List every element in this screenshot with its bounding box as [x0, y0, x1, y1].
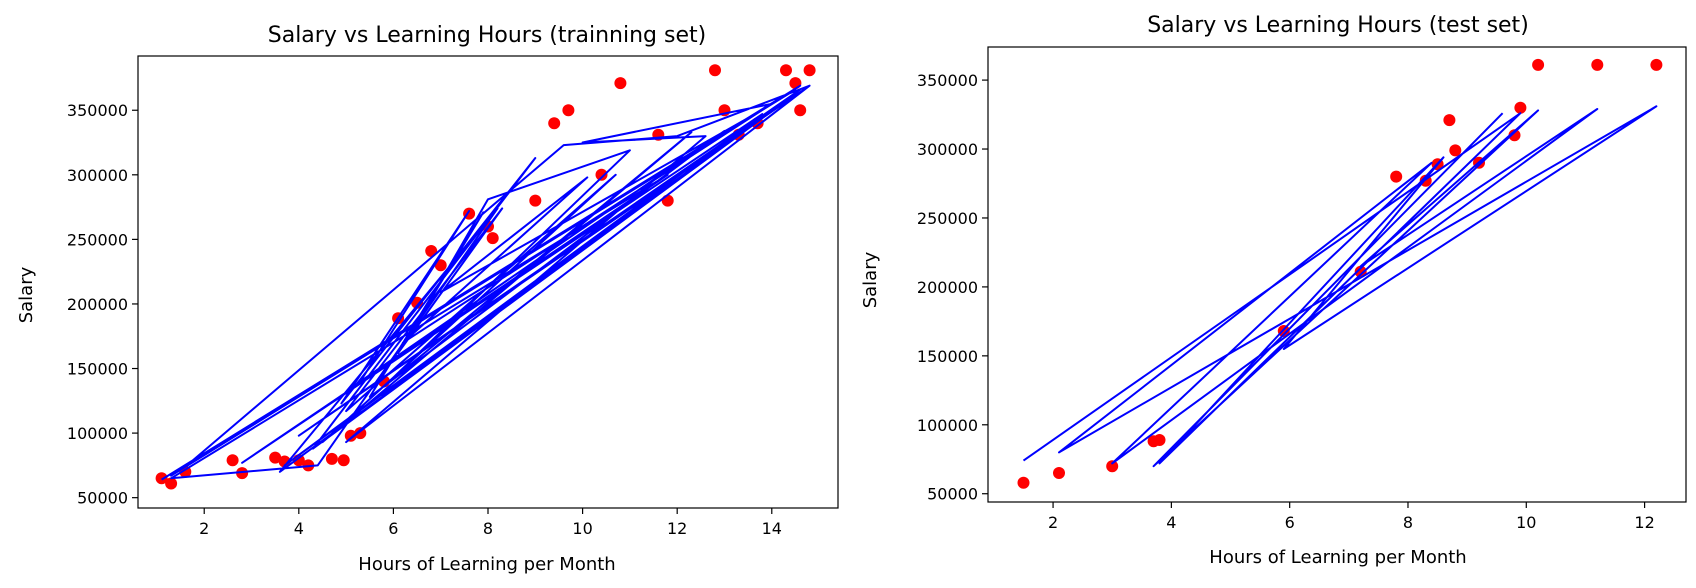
x-axis-label: Hours of Learning per Month: [1209, 547, 1466, 568]
data-point: [803, 64, 816, 77]
chart-title: Salary vs Learning Hours (test set): [1147, 13, 1529, 38]
x-tick-label: 8: [1403, 513, 1413, 532]
data-point: [1390, 170, 1403, 183]
plot-area: 2 4 6 8 10 12 14 50000 100000 150000 200000 250000 3…: [67, 55, 839, 538]
y-tick-label: 100000: [917, 416, 978, 435]
data-point: [1650, 58, 1663, 71]
x-tick-label: 8: [483, 519, 493, 538]
y-tick-label: 350000: [917, 71, 978, 90]
data-point: [165, 477, 178, 490]
data-point: [1532, 58, 1545, 71]
data-point: [1508, 129, 1521, 142]
x-tick-label: 2: [199, 519, 209, 538]
y-tick-label: 100000: [67, 424, 128, 443]
y-tick-label: 150000: [67, 360, 128, 379]
data-point: [486, 232, 499, 245]
x-tick-label: 12: [667, 519, 687, 538]
data-point: [337, 454, 350, 467]
data-point: [278, 455, 291, 468]
data-point: [548, 117, 561, 130]
regression-line: [1022, 105, 1658, 468]
data-point: [794, 104, 807, 117]
y-tick-label: 300000: [67, 166, 128, 185]
axes-frame: [137, 55, 839, 509]
chart-title: Salary vs Learning Hours (trainning set): [268, 23, 706, 48]
data-point: [709, 64, 721, 77]
data-point: [236, 467, 249, 480]
y-tick-label: 50000: [927, 485, 978, 504]
data-point: [1017, 476, 1030, 489]
y-axis-label: Salary: [860, 251, 881, 308]
data-point: [661, 194, 674, 207]
data-point: [344, 429, 357, 442]
y-tick-label: 200000: [67, 295, 128, 314]
y-tick-label: 250000: [67, 230, 128, 249]
data-point: [269, 451, 282, 464]
data-point: [1354, 265, 1367, 278]
data-point: [226, 454, 239, 467]
y-tick-label: 50000: [77, 489, 128, 508]
training-set-chart: Salary vs Learning Hours (trainning set)…: [16, 23, 839, 575]
x-tick-label: 6: [388, 519, 398, 538]
data-point: [1514, 101, 1527, 114]
data-point: [1106, 460, 1119, 473]
x-tick-label: 2: [1048, 513, 1058, 532]
data-point: [1449, 144, 1462, 157]
data-point: [1591, 58, 1604, 71]
data-point: [434, 259, 447, 272]
regression-line: [161, 84, 811, 481]
y-tick-label: 150000: [917, 347, 978, 366]
data-point: [780, 64, 792, 77]
plot-area: 2 4 6 8 10 12 50000 100000 150000 200000 250000 300…: [917, 46, 1687, 532]
y-axis-label: Salary: [16, 266, 37, 323]
x-tick-label: 6: [1285, 513, 1295, 532]
data-point: [529, 194, 542, 207]
x-tick-label: 4: [1166, 513, 1176, 532]
data-point: [155, 472, 168, 485]
data-point: [411, 296, 424, 309]
data-point: [789, 77, 802, 90]
x-tick-label: 10: [572, 519, 592, 538]
test-set-chart: Salary vs Learning Hours (test set) Hour…: [860, 13, 1687, 568]
data-point: [1443, 114, 1456, 127]
x-tick-label: 10: [1516, 513, 1536, 532]
y-tick-label: 300000: [917, 140, 978, 159]
y-tick-label: 250000: [917, 209, 978, 228]
data-point: [325, 452, 338, 465]
x-tick-label: 14: [762, 519, 782, 538]
data-point: [562, 104, 575, 117]
y-tick-label: 200000: [917, 278, 978, 297]
x-tick-label: 12: [1634, 513, 1654, 532]
data-point: [614, 77, 627, 90]
x-tick-label: 4: [294, 519, 304, 538]
data-point: [595, 168, 608, 181]
axes-frame: [987, 46, 1687, 503]
data-point: [1153, 434, 1166, 446]
y-tick-label: 350000: [67, 101, 128, 120]
x-axis-label: Hours of Learning per Month: [358, 554, 615, 575]
data-point: [1053, 467, 1065, 479]
